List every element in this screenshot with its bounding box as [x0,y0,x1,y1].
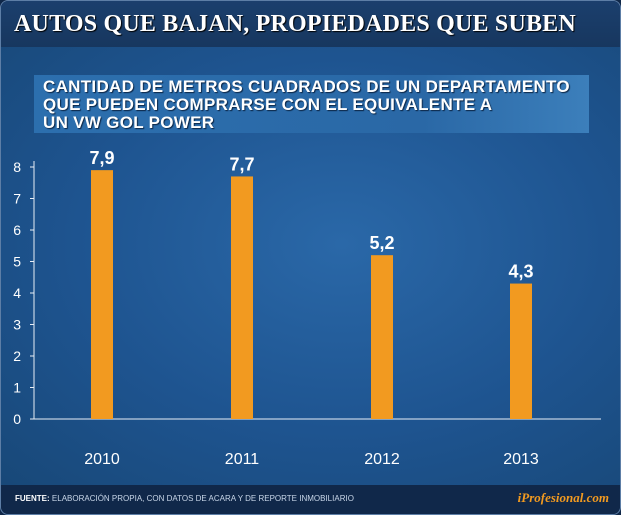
header-band [1,1,620,47]
x-tick-label: 2010 [84,451,120,468]
chart-subtitle-line-1: CANTIDAD DE METROS CUADRADOS DE UN DEPAR… [43,77,570,96]
page-title: AUTOS QUE BAJAN, PROPIEDADES QUE SUBEN [14,11,576,37]
y-tick-label: 8 [13,159,21,175]
y-tick-label: 1 [13,380,21,396]
x-tick-label: 2013 [503,451,539,468]
source-note: FUENTE: ELABORACIÓN PROPIA, CON DATOS DE… [15,494,354,503]
bar-value-label: 5,2 [369,233,394,253]
y-tick-label: 7 [13,191,21,207]
y-tick-label: 2 [13,348,21,364]
bar-value-label: 4,3 [508,262,533,282]
x-tick-label: 2012 [364,451,400,468]
bar [231,176,253,419]
y-tick-label: 4 [13,285,21,301]
bar [510,283,532,419]
source-label: FUENTE: [15,494,50,503]
bar-chart: 0 1 2 3 4 5 6 7 8 7,9 2010 7,7 2011 5,2 2012 4,3 2013 [13,148,601,468]
bar-value-label: 7,9 [89,148,114,168]
chart-subtitle-box [34,75,589,133]
bar-value-label: 7,7 [229,154,254,174]
footer-band [1,485,620,514]
bar [371,255,393,419]
y-tick-label: 0 [13,411,21,427]
y-tick-label: 5 [13,254,21,270]
y-tick-label: 3 [13,317,21,333]
chart-subtitle-line-3: UN VW GOL POWER [43,113,215,132]
chart-subtitle-line-2: QUE PUEDEN COMPRARSE CON EL EQUIVALENTE … [43,95,493,114]
source-text: ELABORACIÓN PROPIA, CON DATOS DE ACARA Y… [51,494,354,503]
x-tick-label: 2011 [225,451,260,468]
brand-logo: iProfesional.com [517,490,609,505]
y-tick-label: 6 [13,222,21,238]
bar [91,170,113,419]
